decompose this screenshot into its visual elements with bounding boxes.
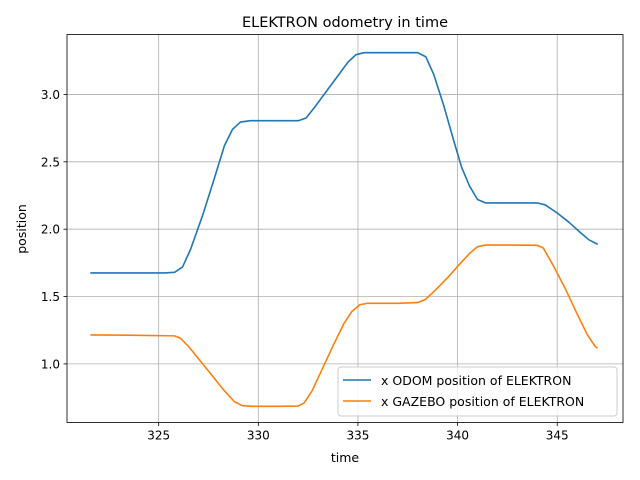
- series-line-odom: [90, 51, 598, 274]
- y-tick-label: 2.5: [41, 155, 60, 169]
- chart-title: ELEKTRON odometry in time: [242, 15, 448, 31]
- x-axis-label: time: [331, 450, 360, 465]
- series-layer: [90, 51, 598, 408]
- grid: [67, 34, 623, 423]
- y-tick-label: 3.0: [41, 88, 60, 102]
- x-tick-label: 330: [247, 429, 270, 443]
- y-tick-label: 1.5: [41, 290, 60, 304]
- x-tick-label: 325: [147, 429, 170, 443]
- x-tick-label: 345: [546, 429, 569, 443]
- legend-label-gazebo: x GAZEBO position of ELEKTRON: [381, 394, 584, 409]
- x-tick-label: 335: [347, 429, 370, 443]
- y-tick-label: 2.0: [41, 223, 60, 237]
- ticks: 325 330 335 340 345 1.0 1.5 2.0 2.5 3.0: [41, 88, 569, 443]
- series-line-gazebo: [90, 244, 598, 408]
- x-tick-label: 340: [446, 429, 469, 443]
- legend: x ODOM position of ELEKTRON x GAZEBO pos…: [337, 366, 618, 417]
- y-tick-label: 1.0: [41, 357, 60, 371]
- legend-label-odom: x ODOM position of ELEKTRON: [381, 373, 571, 388]
- y-axis-label: position: [14, 204, 29, 254]
- legend-box: [337, 366, 618, 417]
- plot-frame: [66, 34, 624, 423]
